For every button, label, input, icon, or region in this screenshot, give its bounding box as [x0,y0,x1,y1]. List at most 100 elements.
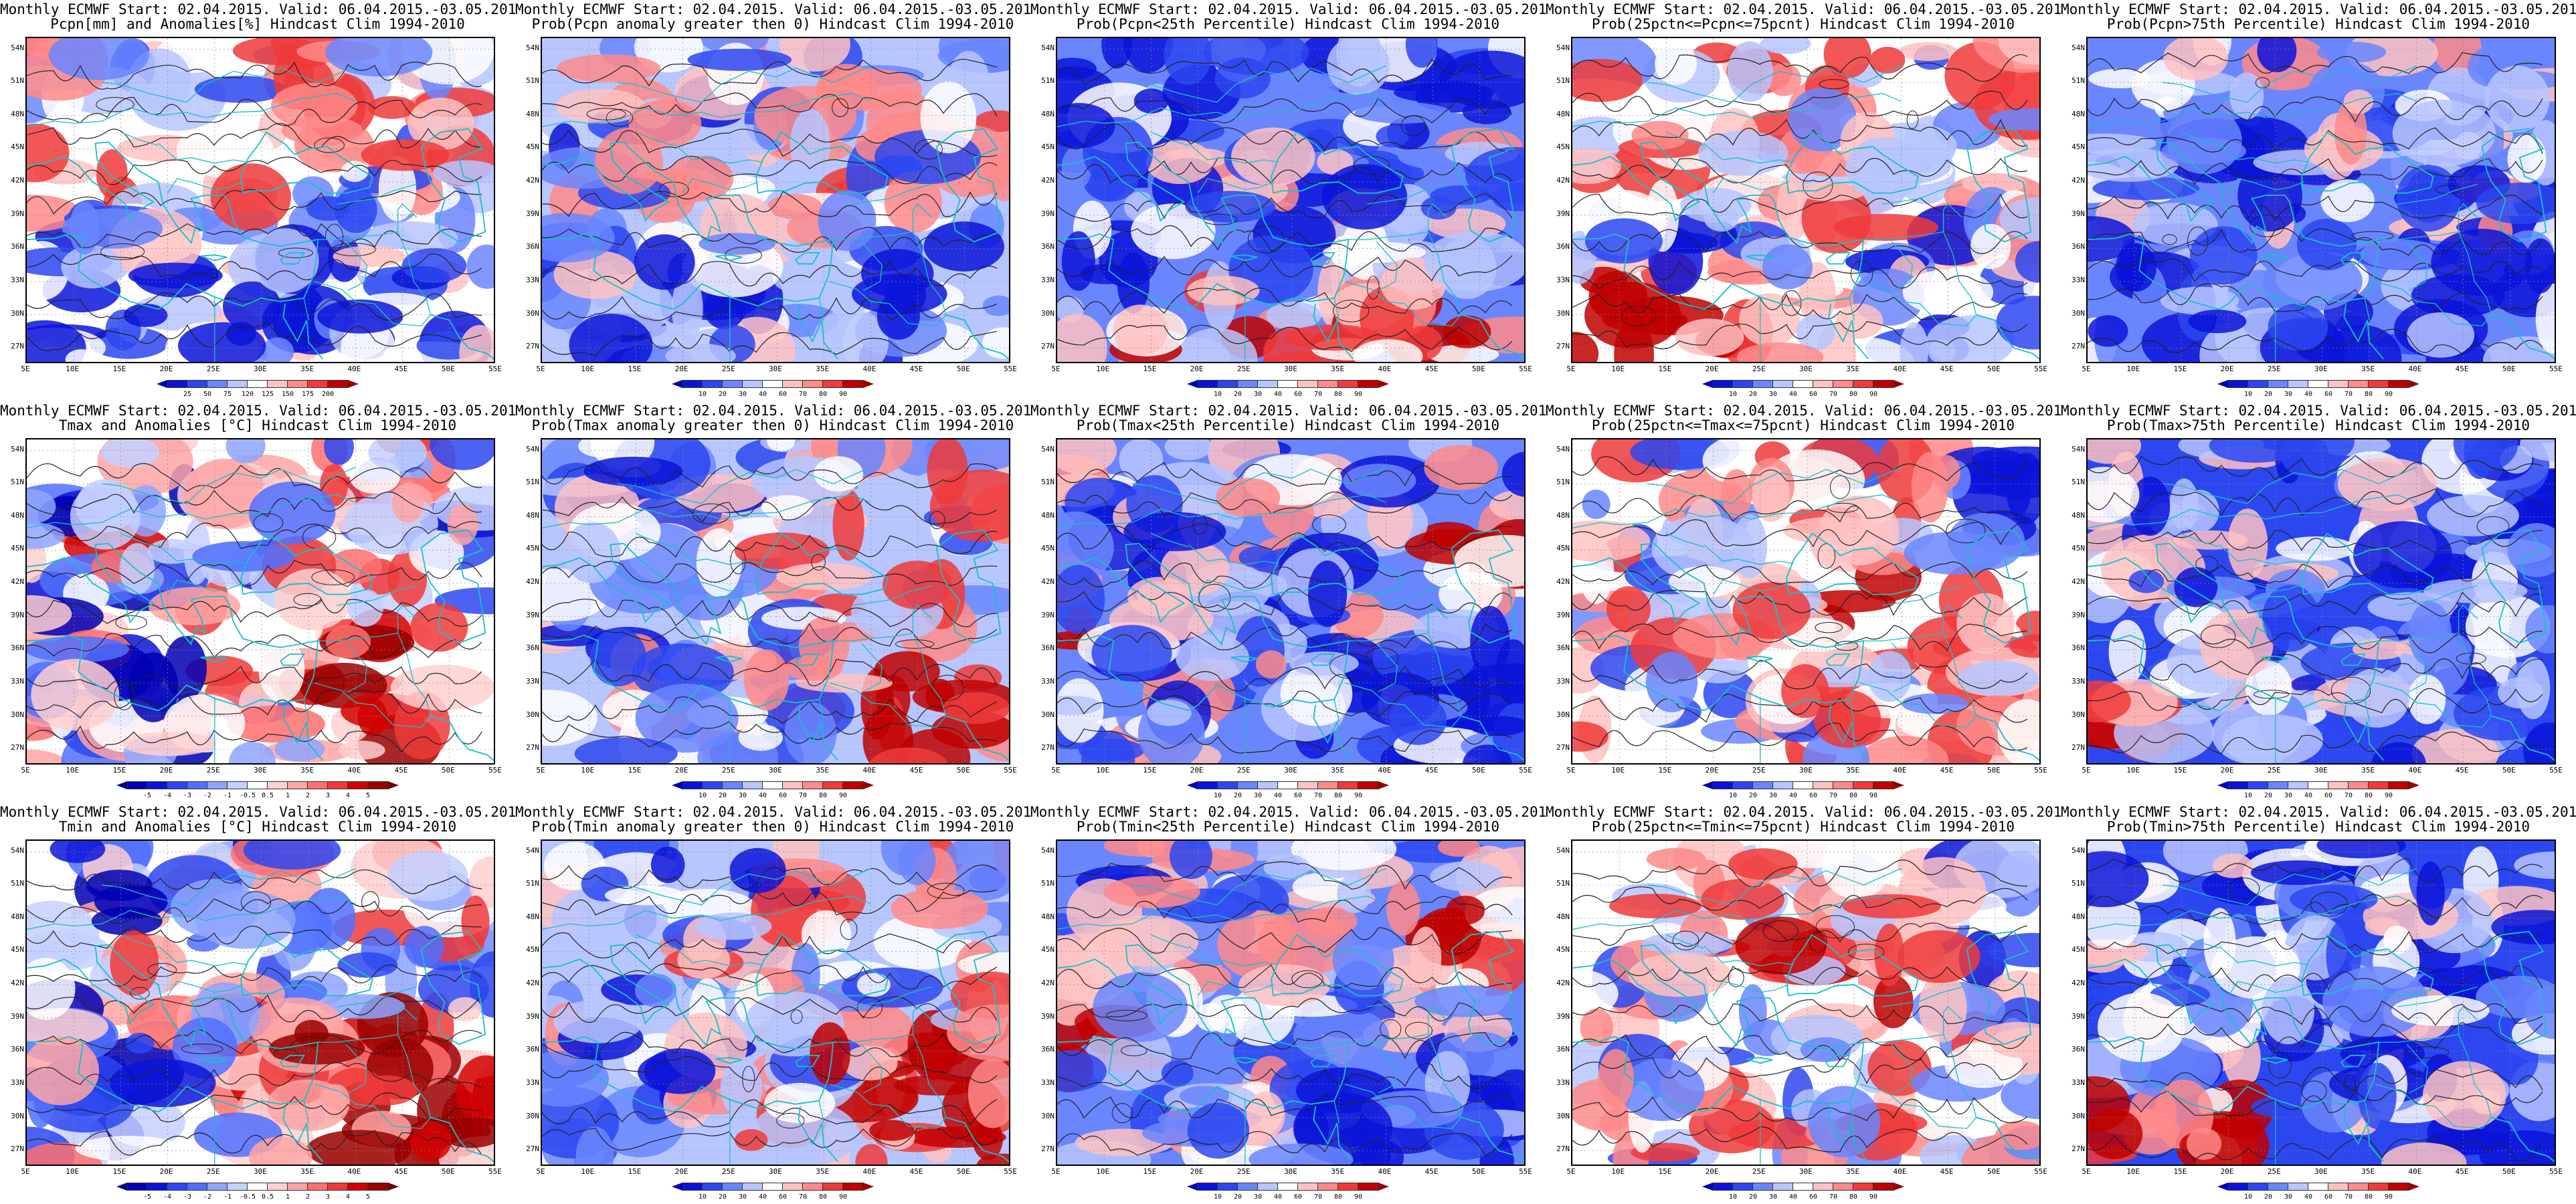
colorbar-low-arrow [157,380,167,388]
anomaly-blob [27,595,72,633]
anomaly-blob [1781,664,1829,718]
map-svg [2088,841,2555,1165]
colorbar-tick-label: 80 [1333,792,1343,799]
contour-line [2088,858,2543,883]
colorbar-tick-label: 20 [718,1193,727,1201]
anomaly-blob [720,1058,763,1118]
coastline [715,1057,743,1064]
latitude-label: 27N [1041,743,1054,752]
latitude-label: 45N [526,544,539,553]
anomaly-blob [1628,953,1732,997]
colorbar-segment [1793,1183,1813,1191]
contour-line [27,924,482,951]
colorbar-tick-label: 40 [758,1193,767,1201]
anomaly-blob [2200,609,2274,680]
anomaly-blob [194,76,286,103]
contour-line [27,189,482,215]
colorbar-segment [368,781,388,789]
anomaly-blob [1307,561,1348,627]
colorbar-segment [2389,781,2409,789]
map-plot-area [1571,839,2041,1166]
latitude-label: 48N [1041,109,1054,118]
colorbar-tick-label: -5 [143,1193,152,1201]
coastline [1461,1116,1524,1163]
colorbar-segment [1773,380,1793,388]
colorbar-tick-label: 30 [2284,391,2293,398]
longitude-label: 20E [2220,1167,2234,1176]
colorbar-tick-label: -1 [223,1193,232,1201]
anomaly-blob [784,702,837,763]
anomaly-blob [2188,309,2247,334]
anomaly-blob [929,470,1009,542]
anomaly-blob [1321,164,1408,230]
anomaly-blob [1606,586,1651,632]
anomaly-blob [810,1022,850,1086]
colorbar-high-arrow [388,1183,399,1191]
coastline [280,653,305,666]
longitude-label: 30E [2314,1167,2328,1176]
contour-ring [2330,676,2371,704]
latitude-label: 51N [2072,879,2085,888]
country-border [397,633,432,716]
country-border [860,1043,883,1094]
colorbar-segment [843,1183,863,1191]
country-border [852,183,932,205]
longitude-label: 35E [1331,1167,1345,1176]
country-border [860,241,883,291]
colorbar-tick-label: 70 [1313,792,1323,799]
colorbar-segment [1238,1183,1258,1191]
colorbar-segment [2268,380,2288,388]
colorbar-tick-label: -1 [223,792,232,799]
colorbar-tick-label: -0.5 [239,1193,256,1201]
anomaly-blob [320,994,405,1019]
anomaly-blob [1970,223,2011,270]
latitude-label: 36N [11,1045,24,1054]
latitude-label: 30N [1556,1111,1570,1120]
anomaly-blob [1459,1032,1513,1078]
contour-line [542,330,998,357]
map-plot-area [541,839,1010,1166]
contour-line [1057,523,1513,553]
contour-line [542,496,998,525]
anomaly-blob [743,649,790,711]
country-border [318,605,418,641]
contour-line [542,155,998,185]
contour-ring [2310,892,2348,917]
colorbar-high-arrow [1894,1183,1904,1191]
latitude-label: 39N [11,1011,24,1021]
colorbar-tick-label: 40 [2304,1193,2313,1201]
longitude-label: 5E [2082,1167,2091,1176]
contour-ring [832,98,849,118]
colorbar-tick-label: 70 [2344,792,2353,799]
coastline [200,254,227,262]
coastline [795,1054,820,1068]
anomaly-blob [390,665,494,711]
anomaly-blob [401,247,467,283]
coastline [1572,603,1865,712]
contour-ring [361,891,379,912]
anomaly-blob [1631,120,1689,150]
anomaly-blob [1255,650,1287,679]
country-border [852,585,932,606]
anomaly-blob [2484,66,2550,132]
anomaly-blob [1249,1143,1354,1165]
longitude-label: 10E [1096,1167,1110,1176]
longitude-label: 5E [21,365,30,373]
country-border [1666,934,1704,949]
country-border [636,532,674,548]
colorbar-tick-label: 60 [2324,792,2333,799]
latitude-label: 30N [11,308,24,318]
colorbar-segment [207,380,227,388]
country-border [27,93,356,127]
contour-line [542,864,998,891]
longitude-label: 5E [1566,1167,1576,1176]
panel-title-line2: Tmin and Anomalies [°C] Hindcast Clim 19… [58,819,457,835]
map-plot-area [2086,438,2556,765]
latitude-label: 45N [11,544,24,553]
anomaly-blob [773,260,866,298]
country-border [1713,579,1737,595]
anomaly-blob [2245,661,2292,716]
contour-line [27,1062,482,1090]
coastline [1230,656,1258,663]
coastline [542,201,834,310]
